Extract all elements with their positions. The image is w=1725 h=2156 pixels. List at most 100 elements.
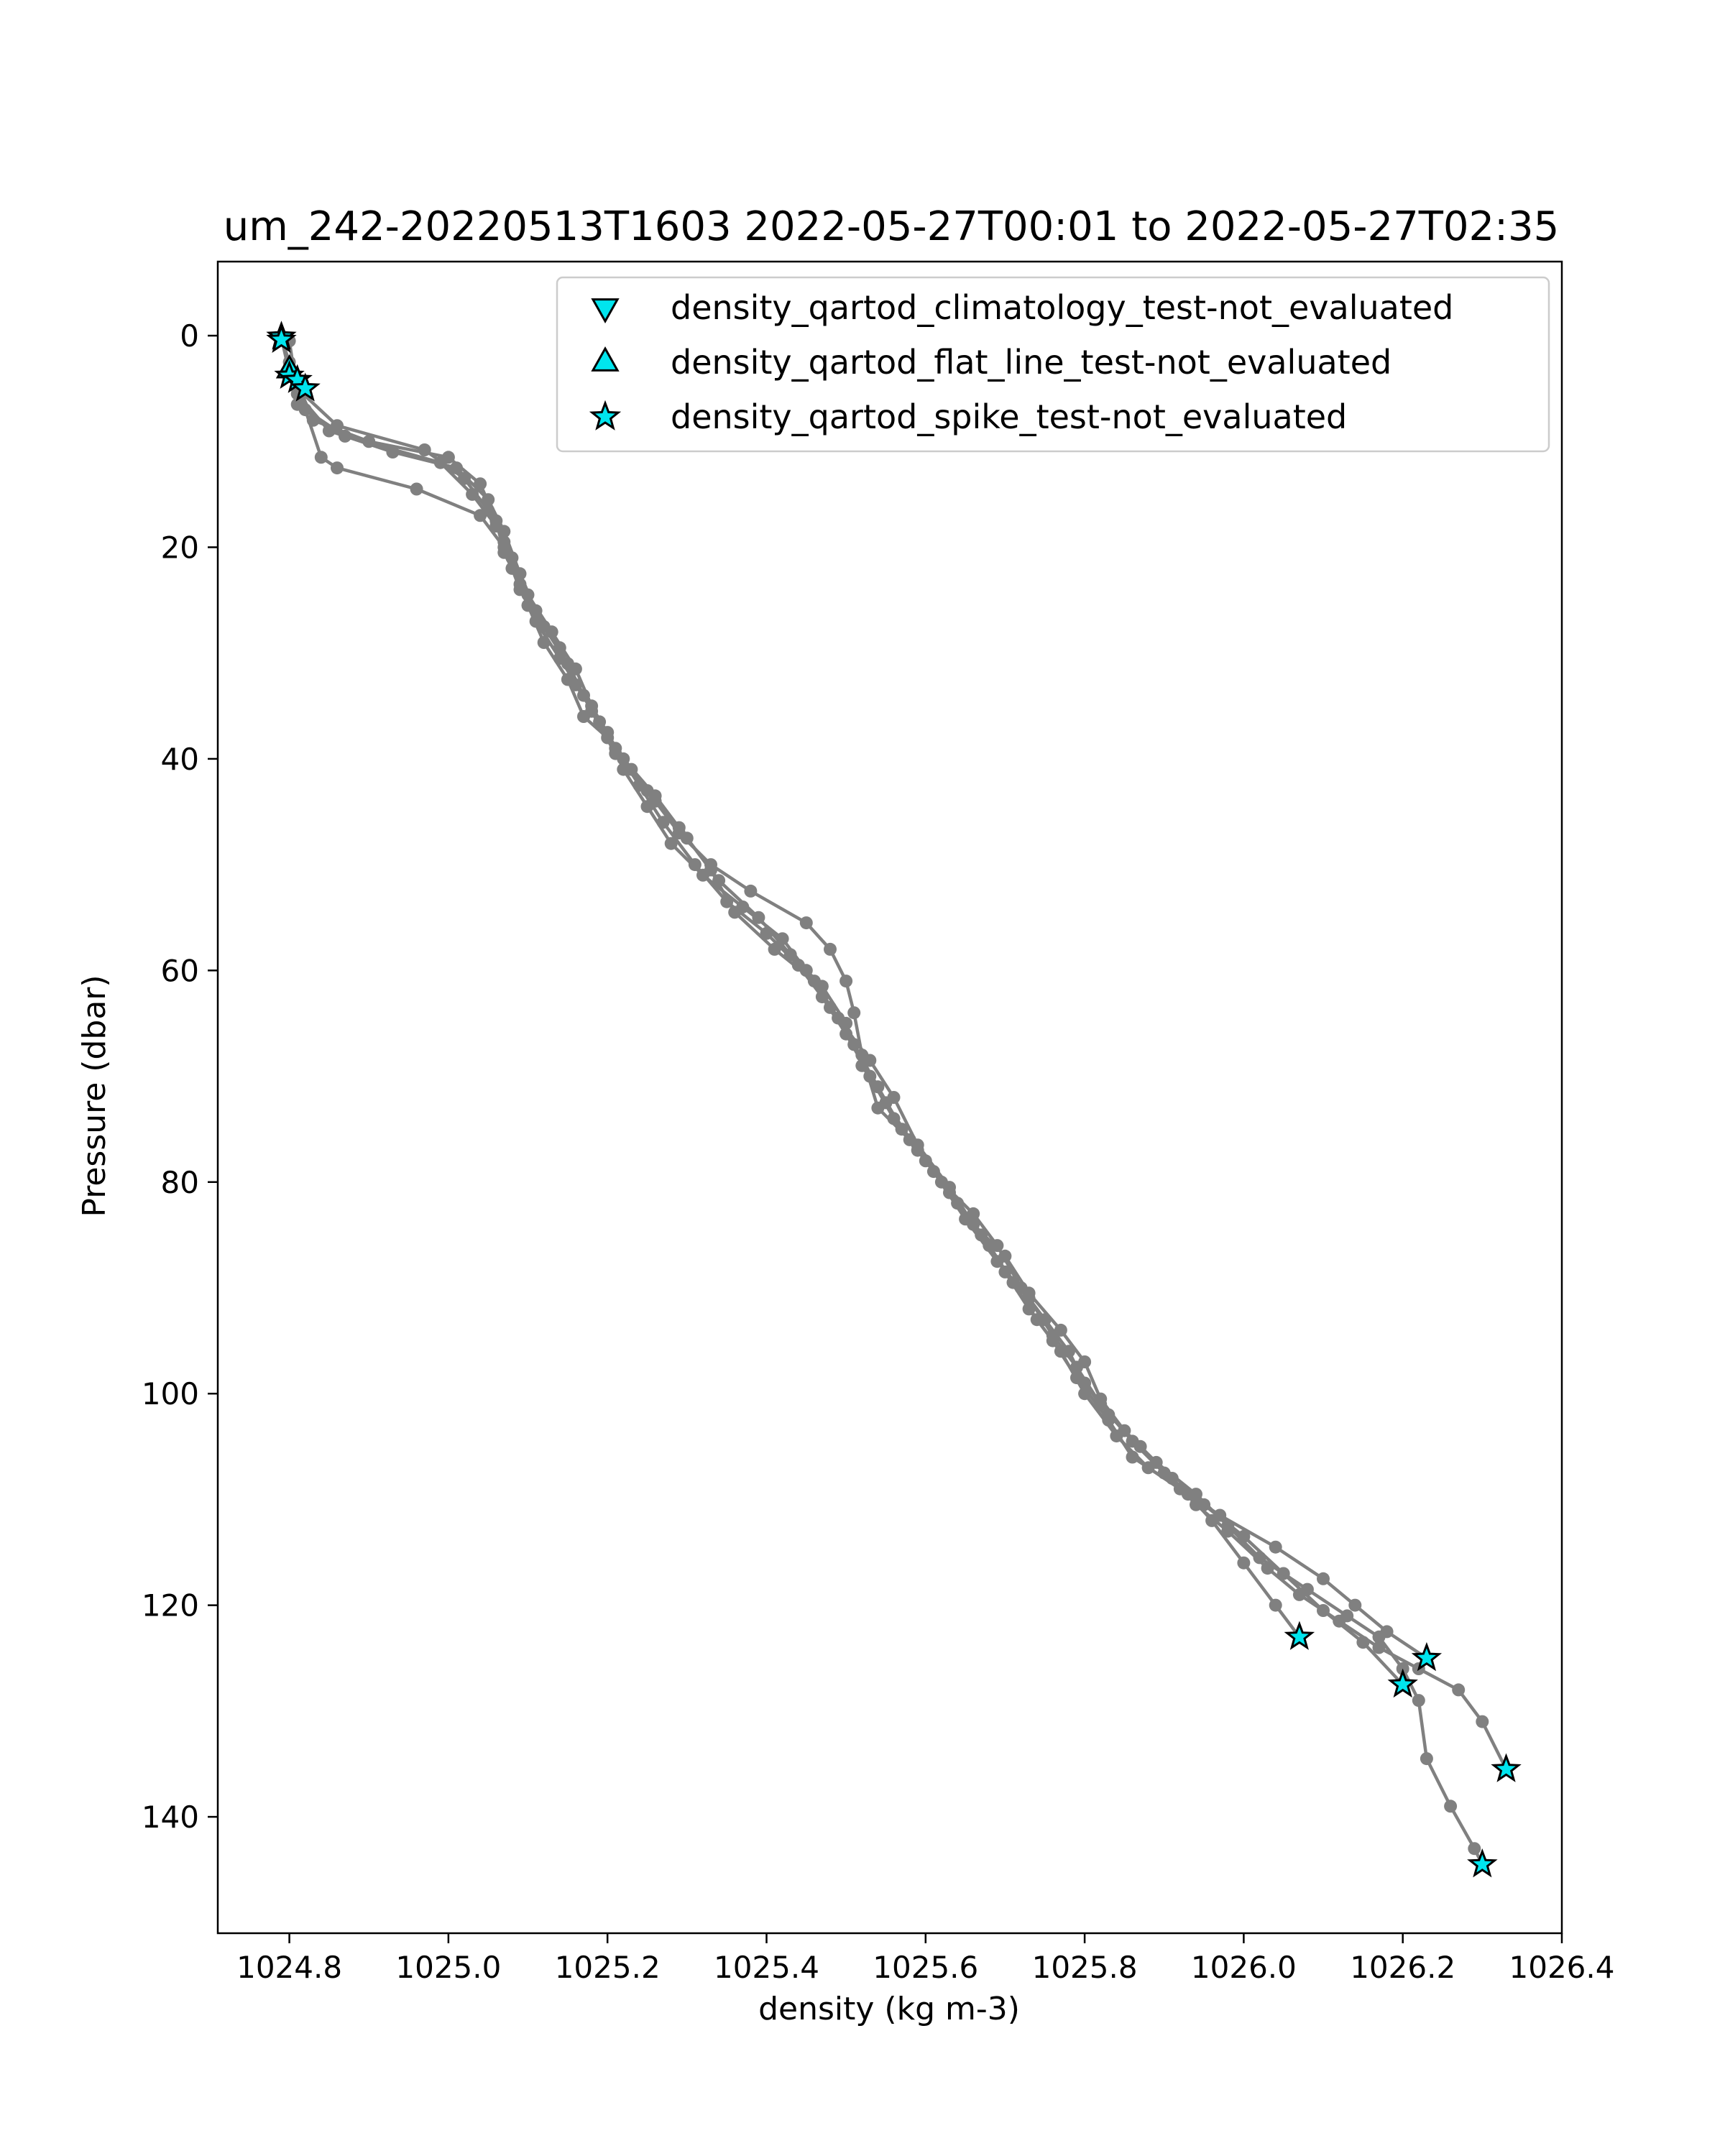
x-tick-label: 1025.8 bbox=[1032, 1950, 1138, 1985]
flag-marker-star bbox=[1284, 1621, 1315, 1650]
profile-point bbox=[1190, 1488, 1202, 1501]
profile-point bbox=[331, 461, 344, 475]
y-tick-label: 80 bbox=[161, 1165, 199, 1200]
profile-point bbox=[585, 704, 599, 718]
profile-line bbox=[280, 338, 1508, 1770]
x-tick-label: 1026.4 bbox=[1509, 1950, 1615, 1985]
profile-series bbox=[282, 334, 1433, 1665]
x-tick-label: 1025.4 bbox=[714, 1950, 819, 1985]
legend-box bbox=[556, 276, 1550, 453]
legend-marker-triangle-down bbox=[591, 298, 620, 324]
profile-point bbox=[497, 540, 511, 554]
y-tick-label: 100 bbox=[142, 1376, 199, 1411]
profile-line bbox=[288, 341, 1428, 1660]
profile-point bbox=[386, 446, 400, 459]
profile-line bbox=[280, 339, 1404, 1686]
x-tick-label: 1025.2 bbox=[555, 1950, 661, 1985]
profile-point bbox=[1300, 1583, 1314, 1596]
profile-series bbox=[275, 331, 1306, 1644]
profile-point bbox=[1046, 1334, 1059, 1348]
flag-marker-star bbox=[1411, 1641, 1443, 1672]
profile-point bbox=[840, 975, 853, 988]
profile-point bbox=[1317, 1572, 1330, 1585]
profile-point bbox=[1340, 1609, 1354, 1623]
legend-marker-star bbox=[589, 400, 622, 430]
profile-point bbox=[1022, 1302, 1036, 1316]
profile-point bbox=[1420, 1752, 1433, 1766]
profile-point bbox=[744, 884, 758, 898]
profile-point bbox=[1070, 1371, 1083, 1385]
legend-label: density_qartod_climatology_test-not_eval… bbox=[671, 288, 1453, 327]
y-tick-label: 140 bbox=[142, 1800, 199, 1835]
legend-marker-triangle-up bbox=[591, 346, 620, 372]
profile-point bbox=[1444, 1800, 1458, 1813]
profile-point bbox=[1412, 1694, 1425, 1708]
profile-point bbox=[466, 487, 479, 501]
y-tick-label: 60 bbox=[161, 953, 199, 988]
profile-point bbox=[688, 858, 702, 872]
profile-point bbox=[807, 975, 821, 988]
profile-point bbox=[410, 482, 423, 496]
profile-point bbox=[1356, 1636, 1370, 1649]
x-tick-label: 1026.0 bbox=[1191, 1950, 1297, 1985]
flag-marker-star bbox=[1387, 1668, 1418, 1698]
profile-point bbox=[752, 911, 765, 924]
chart-title: um_242-20220513T1603 2022-05-27T00:01 to… bbox=[224, 203, 1560, 250]
y-tick-label: 120 bbox=[142, 1588, 199, 1623]
profile-point bbox=[1253, 1551, 1266, 1565]
profile-point bbox=[314, 451, 328, 464]
profile-point bbox=[1054, 1323, 1067, 1337]
profile-point bbox=[537, 619, 551, 633]
profile-point bbox=[967, 1217, 980, 1231]
flag-marker-star bbox=[290, 372, 321, 402]
profile-point bbox=[482, 493, 495, 507]
x-axis-label: density (kg m-3) bbox=[758, 1991, 1020, 2027]
profile-point bbox=[911, 1138, 924, 1152]
profile-point bbox=[640, 800, 654, 814]
profile-point bbox=[1237, 1556, 1251, 1570]
x-tick-label: 1025.0 bbox=[395, 1950, 501, 1985]
plot-frame bbox=[216, 260, 1563, 1935]
profile-point bbox=[441, 451, 455, 464]
profile-point bbox=[1213, 1508, 1227, 1522]
plot-area bbox=[266, 321, 1522, 1878]
profile-series bbox=[275, 333, 1409, 1691]
profile-line bbox=[280, 337, 1301, 1639]
profile-point bbox=[1118, 1424, 1131, 1437]
y-tick-label: 20 bbox=[161, 530, 199, 565]
x-axis-ticks: 1024.8 1025.0 1025.2 1025.4 1025.6 1025.8 1026… bbox=[236, 1933, 1614, 1985]
x-tick-label: 1024.8 bbox=[236, 1950, 342, 1985]
profile-point bbox=[799, 916, 813, 930]
profile-point bbox=[1372, 1630, 1386, 1644]
profile-point bbox=[1317, 1604, 1330, 1617]
profile-point bbox=[1022, 1286, 1036, 1300]
profile-series bbox=[275, 332, 1513, 1776]
profile-line bbox=[280, 336, 1484, 1866]
profile-point bbox=[847, 1006, 861, 1020]
y-axis-ticks: 0 20 40 60 80 100 120 140 bbox=[142, 318, 218, 1835]
profile-point bbox=[1094, 1392, 1108, 1406]
profile-point bbox=[322, 424, 336, 438]
flag-marker-star bbox=[266, 323, 297, 353]
profile-point bbox=[450, 461, 463, 475]
profile-point bbox=[1126, 1434, 1139, 1448]
profile-point bbox=[943, 1181, 956, 1194]
profile-point bbox=[1102, 1414, 1116, 1427]
y-axis-label: Pressure (dbar) bbox=[76, 975, 113, 1217]
profile-point bbox=[474, 509, 487, 522]
profile-point bbox=[768, 942, 781, 956]
profile-point bbox=[975, 1228, 988, 1242]
legend-label: density_qartod_flat_line_test-not_evalua… bbox=[671, 343, 1392, 382]
profile-point bbox=[672, 821, 686, 834]
profile-point bbox=[1372, 1641, 1386, 1654]
profile-point bbox=[497, 525, 511, 538]
profile-point bbox=[561, 657, 574, 671]
profile-point bbox=[998, 1265, 1012, 1279]
profile-point bbox=[863, 1054, 877, 1067]
profile-point bbox=[704, 863, 717, 877]
profile-series bbox=[275, 330, 1489, 1871]
y-tick-label: 0 bbox=[180, 318, 199, 354]
profile-point bbox=[824, 942, 837, 956]
profile-point bbox=[1476, 1715, 1489, 1728]
